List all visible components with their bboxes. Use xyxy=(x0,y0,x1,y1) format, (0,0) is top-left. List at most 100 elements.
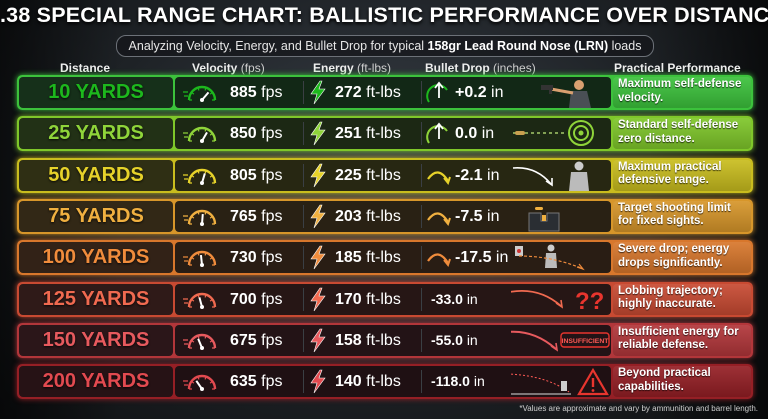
distance-label: 100 YARDS xyxy=(42,246,150,269)
distance-cell: 200 YARDS xyxy=(19,366,173,398)
bullet-drop-number: +0.2 xyxy=(455,84,487,101)
performance-text: Maximum self-defense velocity. xyxy=(618,78,742,104)
bullet-drop-unit: in xyxy=(495,249,509,267)
speedometer-icon xyxy=(183,333,217,350)
performance-text: Insufficient energy for reliable defense… xyxy=(618,325,739,352)
lightning-bolt-icon xyxy=(310,121,326,146)
energy-number: 140 xyxy=(335,373,362,391)
velocity-number: 700 xyxy=(230,290,257,308)
bullet-drop-value: -55.0 in xyxy=(431,325,478,356)
bullet-drop-value: -118.0 in xyxy=(431,366,485,397)
column-divider xyxy=(303,370,304,394)
lightning-bolt-icon xyxy=(310,204,326,229)
bullet-drop-value: -33.0 in xyxy=(431,284,478,315)
velocity-number: 730 xyxy=(230,249,257,267)
metrics-cell: 730 fps 185 ft-lbs -17.5 in xyxy=(175,242,611,274)
bullet-drop-unit: in xyxy=(487,166,500,184)
velocity-number: 850 xyxy=(230,125,257,143)
performance-cell: Maximum practical defensive range. xyxy=(613,159,751,191)
energy-value: 185 ft-lbs xyxy=(335,242,401,273)
performance-cell: Target shooting limit for fixed sights. xyxy=(613,200,751,232)
lightning-bolt-icon xyxy=(310,80,326,105)
header-distance: Distance xyxy=(60,61,111,75)
trajectory-arrow-icon xyxy=(427,170,451,185)
column-divider xyxy=(421,204,422,228)
velocity-value: 730 fps xyxy=(230,242,283,273)
column-divider xyxy=(303,287,304,311)
speedometer-icon xyxy=(183,250,217,268)
column-divider xyxy=(421,370,422,394)
trajectory-arrow-icon xyxy=(426,122,448,144)
energy-value: 251 ft-lbs xyxy=(335,118,401,149)
table-row: 150 YARDS 675 fps 158 ft-lbs -55.0 in INSUFF… xyxy=(17,322,753,358)
velocity-value: 805 fps xyxy=(230,160,283,191)
column-divider xyxy=(303,81,304,104)
speedometer-icon xyxy=(183,85,217,102)
distance-cell: 100 YARDS xyxy=(19,242,173,274)
target-icon xyxy=(513,120,594,147)
distance-cell: 50 YARDS xyxy=(19,159,173,191)
energy-value: 140 ft-lbs xyxy=(335,366,401,397)
column-divider xyxy=(303,328,304,352)
energy-number: 185 xyxy=(335,249,362,267)
velocity-unit: fps xyxy=(261,84,283,101)
distance-cell: 125 YARDS xyxy=(19,283,173,315)
bullet-drop-diagram-icon xyxy=(515,244,585,271)
velocity-number: 635 xyxy=(230,373,257,391)
question-marks-icon: ?? xyxy=(511,288,604,315)
distance-cell: 75 YARDS xyxy=(19,200,173,232)
distance-label: 200 YARDS xyxy=(42,370,150,393)
column-divider xyxy=(303,246,304,270)
energy-value: 225 ft-lbs xyxy=(335,160,401,191)
distance-cell: 150 YARDS xyxy=(19,324,173,356)
bullet-drop-number: -118.0 xyxy=(431,373,470,390)
distance-cell: 10 YARDS xyxy=(19,77,173,108)
distance-label: 150 YARDS xyxy=(42,328,150,351)
bullet-drop-value: -2.1 in xyxy=(455,160,499,191)
column-divider xyxy=(421,287,422,311)
energy-number: 272 xyxy=(335,84,362,101)
bullet-drop-unit: in xyxy=(481,125,495,143)
performance-cell: Lobbing trajectory; highly inaccurate. xyxy=(613,283,751,315)
performance-cell: Standard self-defense zero distance. xyxy=(613,118,751,150)
energy-number: 158 xyxy=(335,331,362,349)
column-divider xyxy=(421,163,422,187)
performance-cell: Maximum self-defense velocity. xyxy=(613,77,751,108)
shooter-icon xyxy=(541,80,591,108)
table-row: 100 YARDS 730 fps 185 ft-lbs -17.5 in Severe… xyxy=(17,240,753,276)
performance-text: Standard self-defense zero distance. xyxy=(618,119,739,145)
bullet-drop-unit: in xyxy=(487,207,500,225)
bullet-drop-number: -55.0 xyxy=(431,331,463,348)
energy-unit: ft-lbs xyxy=(366,331,401,349)
metrics-cell: 885 fps 272 ft-lbs +0.2 in xyxy=(175,77,611,108)
metrics-cell: 700 fps 170 ft-lbs -33.0 in?? xyxy=(175,283,611,315)
trajectory-arrow-icon xyxy=(427,212,451,226)
energy-unit: ft-lbs xyxy=(366,125,401,143)
velocity-value: 850 fps xyxy=(230,118,283,149)
lightning-bolt-icon xyxy=(310,287,326,311)
performance-cell: Insufficient energy for reliable defense… xyxy=(613,324,751,356)
velocity-unit: fps xyxy=(261,331,283,349)
trajectory-arrow-icon xyxy=(426,81,448,103)
distance-label: 25 YARDS xyxy=(48,122,144,145)
header-velocity: Velocity (fps) xyxy=(192,61,265,75)
question-marks-label: ?? xyxy=(575,288,604,315)
distance-cell: 25 YARDS xyxy=(19,118,173,150)
velocity-unit: fps xyxy=(261,373,283,391)
energy-unit: ft-lbs xyxy=(366,84,401,101)
energy-value: 170 ft-lbs xyxy=(335,284,401,315)
velocity-unit: fps xyxy=(261,207,283,225)
column-divider xyxy=(303,204,304,228)
lightning-bolt-icon xyxy=(310,328,326,352)
bullet-drop-value: +0.2 in xyxy=(455,77,504,108)
insufficient-badge-icon: INSUFFICIENT xyxy=(511,330,610,352)
velocity-unit: fps xyxy=(261,290,283,308)
energy-unit: ft-lbs xyxy=(366,373,401,391)
column-divider xyxy=(421,246,422,270)
bullet-drop-value: -7.5 in xyxy=(455,201,499,232)
performance-text: Severe drop; energy drops significantly. xyxy=(618,243,730,269)
performance-cell: Severe drop; energy drops significantly. xyxy=(613,242,751,274)
table-row: 10 YARDS 885 fps 272 ft-lbs +0.2 in Maximum … xyxy=(17,75,753,110)
bullet-drop-unit: in xyxy=(466,290,478,307)
header-bullet-drop: Bullet Drop (inches) xyxy=(425,61,536,75)
